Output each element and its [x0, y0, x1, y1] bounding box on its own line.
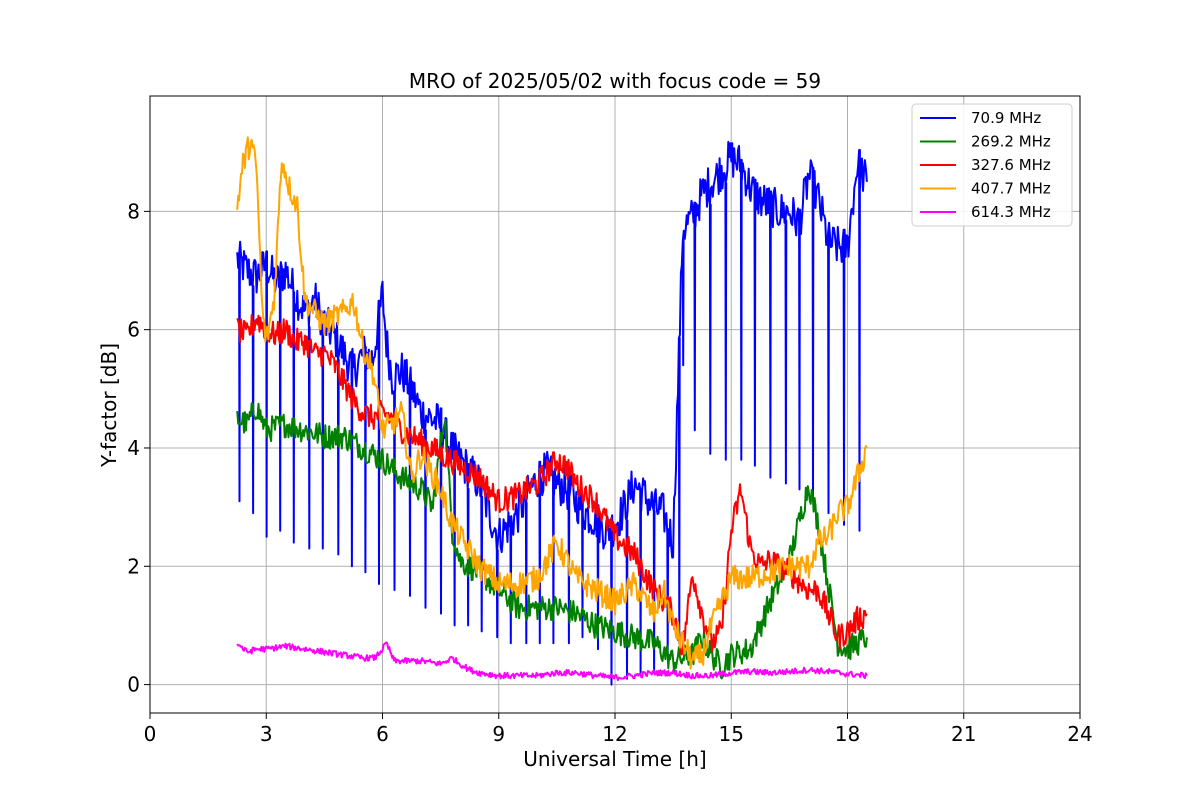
legend-entry: 327.6 MHz	[971, 156, 1051, 174]
legend-entry: 70.9 MHz	[971, 109, 1041, 127]
y-axis-label: Y-factor [dB]	[97, 343, 121, 468]
x-tick-label: 24	[1067, 722, 1092, 746]
x-tick-label: 18	[835, 722, 860, 746]
series-line-3	[236, 314, 868, 656]
x-axis-ticks: 0 3 6 9 12 15 18 21 24	[144, 713, 1093, 746]
plot-area	[236, 136, 868, 686]
series-line-1	[236, 140, 868, 686]
series-line-2	[236, 402, 868, 680]
x-axis-label: Universal Time [h]	[523, 747, 706, 771]
x-tick-label: 9	[492, 722, 505, 746]
x-tick-label: 3	[260, 722, 273, 746]
x-tick-label: 15	[719, 722, 744, 746]
y-tick-label: 0	[127, 673, 140, 697]
y-tick-label: 6	[127, 318, 140, 342]
legend-box	[911, 103, 1073, 227]
x-tick-label: 6	[376, 722, 389, 746]
x-tick-label: 0	[144, 722, 157, 746]
series-layer	[236, 136, 868, 686]
legend-entry: 269.2 MHz	[971, 133, 1051, 151]
y-tick-label: 2	[127, 554, 140, 578]
y-tick-label: 8	[127, 199, 140, 223]
x-tick-label: 21	[951, 722, 976, 746]
series-line-5	[236, 641, 868, 682]
chart-title: MRO of 2025/05/02 with focus code = 59	[409, 69, 821, 93]
legend-entry: 407.7 MHz	[971, 180, 1051, 198]
y-tick-label: 4	[127, 436, 140, 460]
legend-entry: 614.3 MHz	[971, 203, 1051, 221]
legend: 70.9 MHz 269.2 MHz 327.6 MHz 407.7 MHz 614.3…	[911, 103, 1073, 227]
y-axis-ticks: 0 2 4 6 8	[127, 199, 150, 697]
series-line-4	[236, 136, 868, 670]
x-tick-label: 12	[602, 722, 627, 746]
